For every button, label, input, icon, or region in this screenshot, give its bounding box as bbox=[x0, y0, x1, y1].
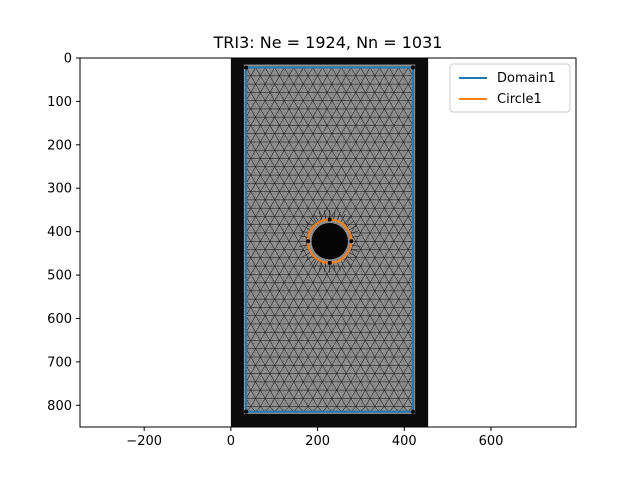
domain1-vertex bbox=[410, 65, 415, 70]
mesh-ring-edge bbox=[336, 261, 341, 271]
mesh-ring-edge bbox=[346, 254, 354, 262]
x-tick-label: 200 bbox=[305, 434, 330, 449]
legend: Domain1 Circle1 bbox=[449, 63, 571, 113]
mesh-ring-edge bbox=[302, 251, 312, 258]
mesh-ring-edge bbox=[305, 254, 314, 262]
mesh-ring-edge bbox=[300, 248, 310, 253]
y-tick-label: 800 bbox=[47, 399, 72, 414]
y-tick-label: 700 bbox=[47, 355, 72, 370]
y-tick-label: 0 bbox=[64, 52, 72, 67]
mesh-ring-edge bbox=[350, 230, 360, 235]
mesh-ring-edge bbox=[298, 235, 309, 238]
mesh-ring-edge bbox=[351, 235, 361, 238]
mesh-ring-edge bbox=[343, 217, 350, 225]
mesh-ring-edge bbox=[333, 262, 336, 273]
chart-title: TRI3: Ne = 1924, Nn = 1031 bbox=[213, 33, 443, 52]
circle1-vertex bbox=[306, 239, 311, 244]
mesh-ring-edge bbox=[351, 244, 361, 247]
mesh-ring-edge bbox=[346, 220, 354, 228]
mesh-ring-edge bbox=[302, 225, 312, 231]
x-tick-label: 0 bbox=[227, 434, 235, 449]
mesh-ring-edge bbox=[305, 220, 314, 228]
mesh-ring-edge bbox=[298, 244, 309, 247]
series-overlays bbox=[244, 65, 415, 414]
mesh-ring-edge bbox=[309, 257, 316, 266]
mesh-ring-edge bbox=[313, 259, 320, 269]
mesh-ring-edge bbox=[313, 214, 320, 223]
mesh-ring-edge bbox=[318, 261, 323, 271]
mesh-ring-edge bbox=[324, 210, 327, 220]
y-axis: 0 100 200 300 400 500 600 700 800 bbox=[47, 52, 80, 414]
circle1-vertex bbox=[349, 239, 354, 244]
circle1-vertex bbox=[327, 217, 332, 222]
mesh-ring-edge bbox=[350, 248, 360, 253]
domain1-vertex bbox=[410, 409, 415, 414]
mesh-ring-edge bbox=[340, 259, 346, 269]
y-tick-label: 100 bbox=[47, 95, 72, 110]
specimen-hole bbox=[311, 222, 348, 260]
mesh-ring-edge bbox=[348, 225, 357, 231]
y-tick-label: 600 bbox=[47, 312, 72, 327]
mesh-ring-edge bbox=[336, 211, 341, 221]
domain1-vertex bbox=[244, 65, 249, 70]
mesh-ring-edge bbox=[343, 257, 350, 266]
y-tick-label: 500 bbox=[47, 269, 72, 284]
plot-area bbox=[230, 58, 429, 427]
y-tick-label: 300 bbox=[47, 182, 72, 197]
mesh-ring-edge bbox=[348, 251, 357, 258]
y-tick-label: 400 bbox=[47, 225, 72, 240]
domain1-vertex bbox=[244, 409, 249, 414]
y-tick-label: 200 bbox=[47, 138, 72, 153]
circle1-vertex bbox=[327, 260, 332, 265]
axes-frame bbox=[79, 57, 577, 428]
mesh-ring-edge bbox=[300, 230, 310, 235]
mesh-ring-edge bbox=[324, 262, 327, 273]
mesh-ring-edge bbox=[340, 214, 346, 223]
x-tick-label: 400 bbox=[392, 434, 417, 449]
x-axis: −200 0 200 400 600 bbox=[126, 427, 503, 449]
legend-label-circle1: Circle1 bbox=[497, 92, 542, 107]
mesh-ring-edge bbox=[309, 217, 316, 225]
mesh-ring-edge bbox=[333, 210, 336, 220]
mesh-ring-edge bbox=[318, 211, 323, 221]
legend-label-domain1: Domain1 bbox=[497, 71, 556, 86]
x-tick-label: 600 bbox=[479, 434, 504, 449]
x-tick-label: −200 bbox=[126, 434, 162, 449]
